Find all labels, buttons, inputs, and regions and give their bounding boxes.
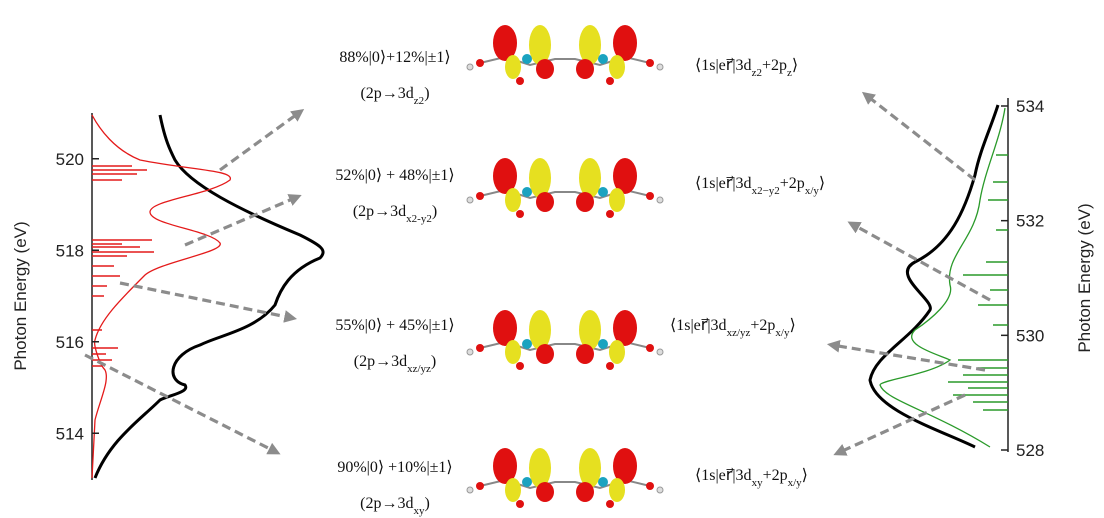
- orbital-image: [466, 309, 664, 371]
- orbital-image: [466, 157, 664, 219]
- formula-text: +2p: [762, 57, 787, 74]
- fit-curve: [879, 107, 1006, 448]
- state-weights: 90%|0⟩ +10%|±1⟩: [337, 459, 452, 476]
- formula-text: ⟩: [819, 175, 825, 192]
- subscript: x/y: [775, 327, 790, 339]
- formula: (2p→3dxy): [360, 495, 430, 517]
- formula-text: ⟩: [789, 317, 795, 334]
- state-weights: 88%|0⟩+12%|±1⟩: [339, 49, 450, 66]
- formula-text: +2p: [763, 467, 788, 484]
- subscript: x2-y2: [406, 213, 432, 225]
- formula-text: (2p→3d: [354, 353, 407, 370]
- subscript: x/y: [805, 185, 820, 197]
- y-tick-label: 516: [56, 333, 84, 352]
- y-tick-label: 528: [1016, 441, 1044, 460]
- stick-spectrum: [948, 154, 1008, 411]
- formula-text: ): [432, 203, 437, 220]
- formula: ⟨1s|er⃗|3dxy+2px/y⟩: [695, 467, 808, 489]
- subscript: xy: [752, 477, 764, 489]
- orbital-image: [466, 24, 664, 86]
- formula-text: ⟨1s|er⃗|3d: [695, 57, 752, 74]
- formula: ⟨1s|er⃗|3dxz/yz+2px/y⟩: [670, 317, 796, 339]
- right-axis-label: Photon Energy (eV): [1075, 203, 1094, 352]
- formula-text: +2p: [750, 317, 775, 334]
- subscript: z2: [414, 95, 424, 107]
- formula-text: ): [425, 495, 430, 512]
- subscript: x/y: [788, 477, 803, 489]
- formula: (2p→3dx2-y2): [353, 203, 437, 225]
- fit-curve: [91, 114, 231, 479]
- formula: ⟨1s|er⃗|3dx2−y2+2px/y⟩: [695, 175, 825, 197]
- y-tick-label: 514: [56, 424, 84, 443]
- y-tick-label: 520: [56, 150, 84, 169]
- state-weights: 52%|0⟩ + 48%|±1⟩: [335, 167, 454, 184]
- formula-text: ): [431, 353, 436, 370]
- orbital-image: [466, 447, 664, 509]
- formula-text: ⟨1s|er⃗|3d: [695, 175, 752, 192]
- formula-text: (2p→3d: [353, 203, 406, 220]
- formula: (2p→3dxz/yz): [354, 353, 436, 375]
- state-weights: 55%|0⟩ + 45%|±1⟩: [335, 317, 454, 334]
- formula: (2p→3dz2): [360, 85, 429, 107]
- y-tick-label: 532: [1016, 212, 1044, 231]
- formula-text: ⟨1s|er⃗|3d: [695, 467, 752, 484]
- formula-text: +2p: [780, 175, 805, 192]
- subscript: xz/yz: [727, 327, 751, 339]
- subscript: xz/yz: [407, 363, 431, 375]
- y-tick-label: 530: [1016, 326, 1044, 345]
- subscript: xy: [414, 505, 426, 517]
- formula: ⟨1s|er⃗|3dz2+2pz⟩: [695, 57, 798, 79]
- left-axis-label: Photon Energy (eV): [11, 221, 30, 370]
- y-tick-label: 534: [1016, 97, 1044, 116]
- right-spectrum: Photon Energy (eV): [868, 98, 1094, 452]
- subscript: z2: [752, 67, 762, 79]
- formula-text: ⟩: [802, 467, 808, 484]
- formula-text: ⟩: [792, 57, 798, 74]
- formula-text: ): [424, 85, 429, 102]
- formula-text: (2p→3d: [360, 85, 413, 102]
- y-tick-label: 518: [56, 241, 84, 260]
- total-curve: [868, 104, 1000, 449]
- subscript: z: [787, 67, 792, 79]
- formula-text: (2p→3d: [360, 495, 413, 512]
- stick-spectrum: [92, 165, 154, 367]
- arrows: [84, 91, 991, 456]
- formula-text: ⟨1s|er⃗|3d: [670, 317, 727, 334]
- subscript: x2−y2: [752, 185, 780, 197]
